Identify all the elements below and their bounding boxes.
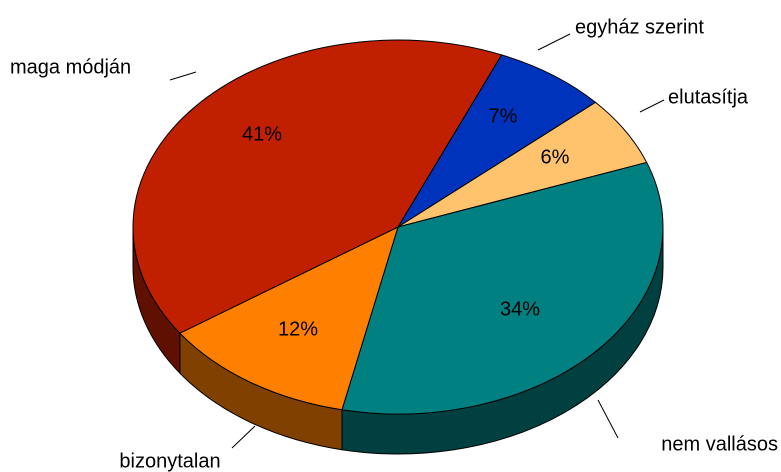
value-label: 34% xyxy=(500,298,540,320)
leader-line xyxy=(639,99,665,113)
leader-line xyxy=(537,33,571,51)
value-label: 6% xyxy=(541,146,570,168)
leader-line xyxy=(231,425,256,449)
value-label: 12% xyxy=(278,318,318,340)
category-label: maga módján xyxy=(10,56,131,78)
category-label: nem vallásos xyxy=(661,433,778,455)
slice xyxy=(132,39,503,334)
slice xyxy=(397,54,597,228)
slice xyxy=(341,161,664,415)
category-label: egyház szerint xyxy=(575,16,704,38)
value-label: 7% xyxy=(489,105,518,127)
leader-line xyxy=(169,71,197,81)
leader-line xyxy=(597,399,619,439)
category-label: bizonytalan xyxy=(119,450,220,472)
slice xyxy=(179,226,399,411)
value-label: 41% xyxy=(242,123,282,145)
category-label: elutasítja xyxy=(668,86,749,108)
